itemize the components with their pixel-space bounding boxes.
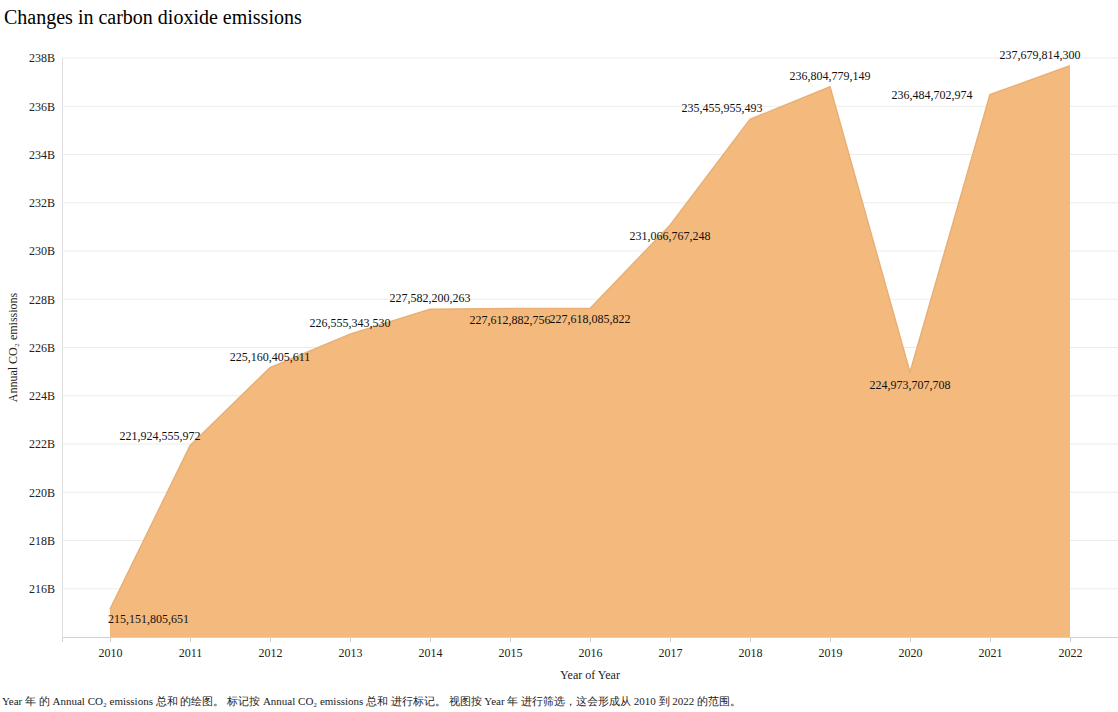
y-tick: 218B xyxy=(29,534,62,548)
x-tick: 2021 xyxy=(979,637,1003,660)
y-tick-label: 238B xyxy=(29,51,55,65)
x-tick: 2011 xyxy=(179,637,203,660)
data-label: 235,455,955,493 xyxy=(682,101,763,115)
x-tick-mark xyxy=(350,637,351,642)
y-tick: 236B xyxy=(29,100,62,114)
data-label: 227,612,882,756 xyxy=(470,313,551,327)
data-label: 221,924,555,972 xyxy=(120,429,201,443)
y-tick-label: 236B xyxy=(29,100,55,114)
grid-line xyxy=(62,106,1118,107)
data-label: 227,582,200,263 xyxy=(390,291,471,305)
y-tick-label: 232B xyxy=(29,196,55,210)
y-tick-label: 226B xyxy=(29,341,55,355)
x-tick-mark xyxy=(190,637,191,642)
data-label: 226,555,343,530 xyxy=(310,316,391,330)
y-tick: 224B xyxy=(29,389,62,403)
chart: Changes in carbon dioxide emissions216B2… xyxy=(0,0,1118,712)
x-tick: 2018 xyxy=(739,637,763,660)
x-tick-label: 2020 xyxy=(899,646,923,660)
x-tick-label: 2011 xyxy=(179,646,203,660)
data-label: 224,973,707,708 xyxy=(870,378,951,392)
x-tick-mark xyxy=(270,637,271,642)
data-labels: 215,151,805,651 221,924,555,972 225,160,40… xyxy=(108,48,1081,626)
y-tick: 216B xyxy=(29,582,62,596)
x-tick-label: 2022 xyxy=(1059,646,1083,660)
x-tick-mark xyxy=(750,637,751,642)
x-tick-label: 2019 xyxy=(819,646,843,660)
y-tick: 232B xyxy=(29,196,62,210)
y-tick-label: 220B xyxy=(29,486,55,500)
x-axis-line xyxy=(63,638,1118,643)
x-tick-mark xyxy=(670,637,671,642)
x-tick-label: 2016 xyxy=(579,646,603,660)
x-tick-mark xyxy=(910,637,911,642)
y-tick: 222B xyxy=(29,437,62,451)
x-tick-mark xyxy=(990,637,991,642)
x-axis-title: Year of Year xyxy=(560,668,620,682)
y-tick-label: 216B xyxy=(29,582,55,596)
x-tick-mark xyxy=(1070,637,1071,642)
x-tick: 2020 xyxy=(899,637,923,660)
title: Changes in carbon dioxide emissions xyxy=(4,6,302,29)
x-tick-label: 2010 xyxy=(99,646,123,660)
x-tick: 2016 xyxy=(579,637,603,660)
y-axis-line xyxy=(62,59,63,638)
y-tick-label: 228B xyxy=(29,293,55,307)
x-tick-label: 2018 xyxy=(739,646,763,660)
x-tick: 2014 xyxy=(419,637,443,660)
data-label: 215,151,805,651 xyxy=(108,612,189,626)
x-tick-label: 2012 xyxy=(259,646,283,660)
x-tick-label: 2015 xyxy=(499,646,523,660)
area xyxy=(110,66,1070,637)
y-tick: 226B xyxy=(29,341,62,355)
data-label: 237,679,814,300 xyxy=(1000,48,1081,62)
y-tick: 220B xyxy=(29,486,62,500)
data-label: 225,160,405,611 xyxy=(230,350,311,364)
x-tick-mark xyxy=(830,637,831,642)
y-tick-label: 234B xyxy=(29,148,55,162)
x-tick-label: 2014 xyxy=(419,646,443,660)
x-tick: 2013 xyxy=(339,637,363,660)
x-tick-mark xyxy=(430,637,431,642)
y-tick: 228B xyxy=(29,293,62,307)
data-label: 231,066,767,248 xyxy=(630,229,711,243)
y-tick: 230B xyxy=(29,244,62,258)
y-tick-label: 222B xyxy=(29,437,55,451)
x-tick: 2022 xyxy=(1059,637,1083,660)
x-axis: 2010 2011 2012 2013 2014 2015 2016 2017 2018 2019… xyxy=(63,637,1118,660)
y-tick-label: 230B xyxy=(29,244,55,258)
x-tick-label: 2013 xyxy=(339,646,363,660)
x-tick: 2012 xyxy=(259,637,283,660)
x-tick-label: 2021 xyxy=(979,646,1003,660)
grid-line xyxy=(62,154,1118,155)
caption: Year 年 的 Annual CO₂ emissions 总和 的绘图。 标记… xyxy=(2,695,741,707)
x-tick-label: 2017 xyxy=(659,646,683,660)
x-tick-mark xyxy=(510,637,511,642)
y-axis: 216B 218B 220B 222B 224B 226B 228B 230B 232B 234B… xyxy=(29,51,63,637)
x-tick-mark xyxy=(110,637,111,642)
data-label: 236,804,779,149 xyxy=(790,69,871,83)
x-tick: 2019 xyxy=(819,637,843,660)
plot-area xyxy=(110,66,1070,637)
y-tick-label: 218B xyxy=(29,534,55,548)
grid-line xyxy=(62,58,1118,59)
y-tick: 234B xyxy=(29,148,62,162)
x-tick-mark xyxy=(590,637,591,642)
x-tick: 2015 xyxy=(499,637,523,660)
x-tick: 2010 xyxy=(99,637,123,660)
area-edge xyxy=(110,66,1070,609)
y-tick: 238B xyxy=(29,51,62,65)
y-axis-title: Annual CO₂ emissions xyxy=(6,292,20,402)
data-label: 227,618,085,822 xyxy=(550,312,631,326)
x-tick: 2017 xyxy=(659,637,683,660)
data-label: 236,484,702,974 xyxy=(892,88,973,102)
y-tick-label: 224B xyxy=(29,389,55,403)
